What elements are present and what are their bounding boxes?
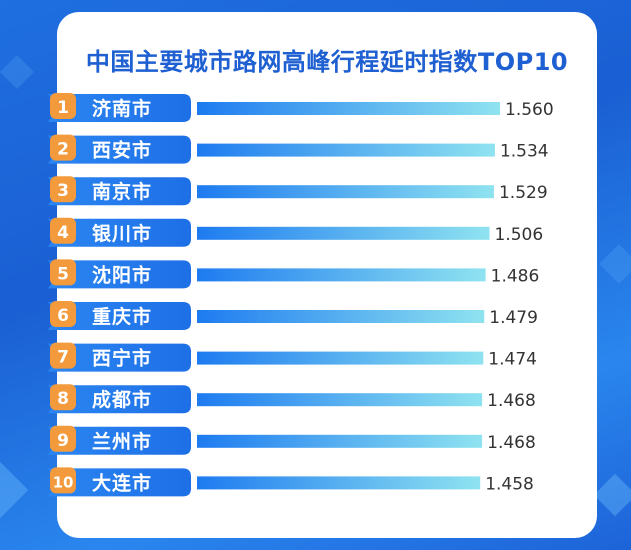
city-name: 南京市: [92, 180, 152, 203]
rank-badge: [50, 342, 76, 369]
value-label: 1.534: [500, 142, 549, 162]
bar: [197, 102, 500, 115]
value-label: 1.474: [488, 350, 537, 370]
rank-number: 2: [57, 140, 69, 160]
city-name: 成都市: [92, 388, 152, 411]
value-label: 1.468: [487, 391, 536, 411]
city-name: 济南市: [92, 97, 152, 120]
rank-badge: [50, 259, 76, 286]
rank-number: 10: [53, 473, 74, 491]
rank-number: 5: [57, 264, 69, 284]
city-name: 兰州市: [92, 430, 152, 453]
city-name: 重庆市: [92, 305, 152, 328]
bar: [197, 310, 485, 323]
rank-number: 4: [57, 223, 69, 243]
bar: [197, 476, 481, 490]
city-label-bg: [48, 385, 191, 414]
value-label: 1.479: [489, 308, 538, 328]
bar: [197, 434, 483, 448]
bar: [197, 226, 490, 240]
city-name: 西安市: [92, 139, 152, 162]
city-label-bg: [48, 302, 191, 330]
city-name: 大连市: [92, 471, 152, 494]
bar: [197, 393, 483, 407]
value-label: 1.529: [499, 183, 548, 203]
city-label-bg: [48, 177, 191, 206]
rank-number: 8: [57, 389, 69, 409]
city-name: 西宁市: [92, 347, 152, 370]
rank-badge: [50, 93, 76, 119]
city-label-bg: [48, 426, 191, 455]
city-label-bg: [48, 218, 191, 247]
rank-number: 7: [57, 348, 69, 368]
city-label-bg: [48, 468, 191, 497]
value-label: 1.468: [487, 433, 536, 453]
city-label-bg: [48, 260, 191, 289]
rank-number: 3: [57, 181, 69, 201]
rank-number: 1: [57, 98, 69, 118]
rank-badge: [50, 384, 76, 411]
rank-number: 6: [57, 306, 69, 326]
rank-badge: [50, 301, 76, 327]
value-label: 1.486: [491, 266, 540, 286]
chart-title: 中国主要城市路网高峰行程延时指数TOP10: [85, 48, 569, 76]
city-label-bg: [48, 343, 191, 372]
rank-number: 9: [57, 431, 69, 451]
bar: [197, 143, 495, 157]
city-name: 沈阳市: [92, 263, 152, 286]
value-label: 1.506: [495, 225, 544, 245]
bar: [197, 185, 494, 199]
city-name: 银川市: [92, 222, 152, 245]
rank-badge: [50, 134, 76, 161]
value-label: 1.560: [505, 100, 554, 120]
bar: [197, 268, 486, 282]
rank-badge: [50, 217, 76, 244]
value-label: 1.458: [485, 474, 534, 494]
city-label-bg: [48, 94, 191, 122]
rank-badge: [50, 425, 76, 452]
rank-badge: [50, 467, 76, 494]
bar: [197, 351, 484, 365]
city-label-bg: [48, 135, 191, 164]
rank-badge: [50, 176, 76, 203]
